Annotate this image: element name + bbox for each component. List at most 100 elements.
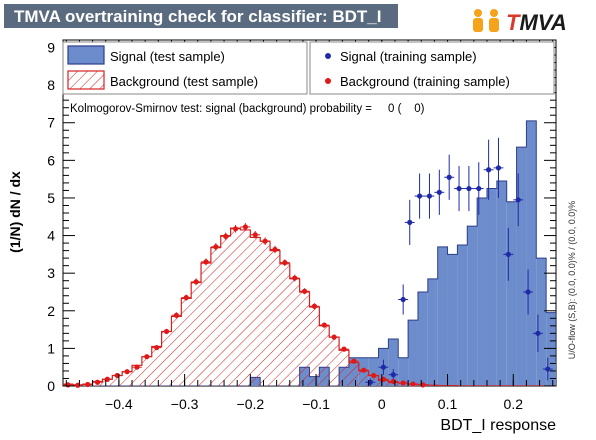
signal-test-bar [486, 188, 497, 386]
background-training-point [351, 358, 357, 364]
legend-label-signal-training: Signal (training sample) [340, 49, 477, 64]
background-training-point [85, 381, 91, 388]
x-tick-label: −0.2 [237, 396, 265, 412]
background-test-bar [171, 316, 182, 386]
background-training-point [173, 312, 179, 318]
background-training-point [203, 259, 209, 265]
background-test-bar [220, 235, 231, 386]
background-training-point [124, 369, 130, 375]
signal-test-outline [63, 120, 556, 386]
signal-training-markers [365, 137, 553, 386]
signal-test-bar [536, 258, 547, 386]
y-tick-label: 7 [47, 115, 55, 131]
background-test-bar [388, 382, 399, 386]
signal-test-bar [566, 373, 576, 386]
signal-training-point [535, 330, 541, 336]
background-test-bar [358, 370, 369, 386]
x-tick-label: −0.4 [105, 396, 133, 412]
background-training-point [341, 346, 347, 352]
overflow-note: U/O-flow (S,B): (0.0, 0.0)% / (0.0, 0.0)… [567, 201, 577, 360]
legend-label-signal-test: Signal (test sample) [110, 49, 225, 64]
background-training-point [301, 288, 308, 294]
background-test-bar [141, 356, 152, 386]
y-tick-label: 1 [47, 340, 55, 356]
signal-training-point [446, 174, 452, 180]
signal-training-point [426, 193, 433, 199]
background-test-bar [339, 350, 349, 386]
signal-test-bar [388, 338, 399, 386]
background-training-point [370, 372, 377, 379]
background-test-bar [260, 241, 271, 386]
title-box: TMVA overtraining check for classifier: … [4, 4, 398, 28]
legend-marker-signal-training [325, 53, 331, 59]
y-axis-label: (1/N) dN / dx [7, 171, 23, 253]
background-test-bar [210, 247, 221, 386]
signal-test-bar [546, 312, 556, 386]
legend-label-background-training: Background (training sample) [340, 74, 510, 89]
y-tick-label: 2 [47, 303, 55, 319]
background-test-bar [348, 362, 359, 386]
signal-test-bar [447, 254, 458, 386]
background-test-bar [181, 298, 192, 386]
background-training-point [292, 275, 298, 281]
signal-training-point [525, 289, 531, 295]
background-training-point [232, 226, 239, 232]
chart-title: TMVA overtraining check for classifier: … [14, 7, 382, 26]
signal-test-bar [506, 201, 517, 386]
background-training-point [223, 233, 229, 239]
background-training-point [144, 354, 150, 360]
background-test-bar [299, 291, 310, 386]
background-training-point [262, 238, 268, 244]
legend-swatch-background-test [67, 70, 105, 90]
background-training-point [272, 246, 278, 253]
y-tick-label: 8 [47, 77, 55, 93]
signal-test-bar [526, 120, 537, 386]
legend-label-background-test: Background (test sample) [110, 74, 258, 89]
background-training-point [154, 345, 160, 351]
ks-annotation: Kolmogorov-Smirnov test: signal (backgro… [70, 103, 425, 115]
background-test-bar [319, 325, 330, 386]
background-training-point [321, 322, 327, 328]
signal-training-point [390, 372, 396, 378]
y-tick-label: 4 [47, 228, 55, 244]
background-training-markers [63, 223, 428, 388]
background-test-bar [309, 307, 320, 386]
logo-text: TMVA [506, 10, 567, 36]
y-tick-label: 0 [47, 378, 55, 394]
x-axis-label: BDT_I response [440, 417, 556, 434]
background-test-bar [102, 379, 113, 386]
signal-test-bar [467, 226, 478, 386]
background-test-bar [329, 337, 340, 386]
signal-training-point [486, 167, 492, 173]
signal-test-bar [398, 357, 409, 386]
signal-test-bar [427, 278, 438, 386]
x-tick-label: 0.2 [504, 396, 524, 412]
signal-training-point [505, 251, 511, 257]
background-test-bar [240, 229, 251, 386]
signal-training-point [456, 185, 462, 192]
background-test-bar [289, 278, 300, 386]
background-test-outline [63, 227, 556, 386]
background-test-bar [279, 263, 290, 386]
background-training-point [311, 303, 318, 309]
signal-test-bar [477, 197, 487, 386]
tmva-logo: TMVA [468, 6, 588, 40]
y-tick-label: 5 [47, 190, 55, 206]
logo-text-prefix: T [506, 10, 520, 35]
background-test-bar [151, 346, 162, 386]
signal-test-histogram [63, 120, 576, 386]
background-test-bar [122, 371, 133, 386]
signal-training-point [545, 366, 551, 372]
background-test-bar [368, 375, 379, 386]
background-test-bar [201, 263, 211, 386]
background-training-point [242, 224, 249, 230]
signal-test-bar [457, 244, 468, 386]
background-training-point [193, 279, 199, 285]
background-test-bar [132, 365, 142, 386]
legend-swatch-signal-test [67, 45, 105, 65]
background-test-bar [270, 250, 280, 386]
background-training-point [282, 260, 288, 266]
background-training-point [183, 295, 189, 301]
x-tick-label: 0.1 [438, 396, 458, 412]
